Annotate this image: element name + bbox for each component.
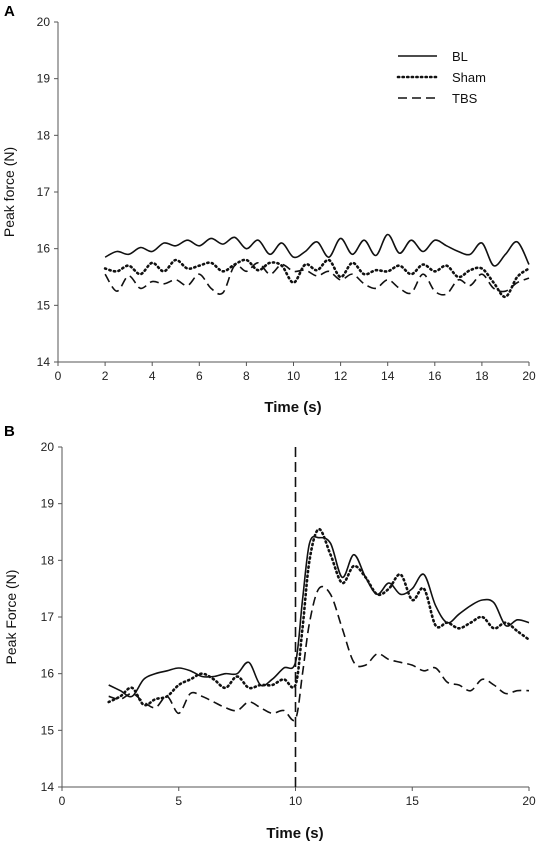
legend-label-tbs: TBS	[452, 91, 478, 106]
y-tick-label: 16	[41, 667, 55, 681]
legend-label-sham: Sham	[452, 70, 486, 85]
x-tick-label: 4	[149, 369, 156, 383]
panel-b-y-axis-title: Peak Force (N)	[3, 570, 19, 665]
panel-a-y-axis-title: Peak force (N)	[1, 147, 17, 237]
series-line-bl	[108, 535, 530, 698]
x-tick-label: 0	[55, 369, 62, 383]
x-tick-label: 8	[243, 369, 250, 383]
series-line-sham	[107, 527, 531, 707]
panel-a-axes: 14 15 16 17 18 19 20 0 2 4 6 8 10 12 14 16 18 20	[37, 15, 536, 383]
legend-label-bl: BL	[452, 49, 468, 64]
x-tick-label: 12	[334, 369, 348, 383]
y-tick-label: 20	[41, 440, 55, 454]
series-line-bl	[104, 233, 530, 267]
series-line-tbs	[108, 585, 530, 722]
y-tick-label: 19	[41, 497, 55, 511]
y-tick-label: 19	[37, 72, 51, 86]
x-tick-label: 14	[381, 369, 395, 383]
panel-b-x-axis-title: Time (s)	[266, 825, 323, 842]
panel-a-series	[103, 233, 531, 299]
y-tick-label: 14	[41, 780, 55, 794]
x-tick-label: 10	[289, 794, 303, 808]
panel-a: A 14 15 16 17 18 19 20 0 2 4 6 8 10 12 14 16 18 20 Peak f…	[1, 3, 536, 416]
y-tick-label: 15	[41, 723, 55, 737]
y-tick-label: 18	[37, 128, 51, 142]
x-tick-label: 15	[406, 794, 420, 808]
y-tick-label: 17	[37, 185, 51, 199]
y-tick-label: 15	[37, 298, 51, 312]
x-tick-label: 10	[287, 369, 301, 383]
x-tick-label: 6	[196, 369, 203, 383]
series-line-tbs	[104, 262, 530, 296]
panel-a-x-axis-title: Time (s)	[264, 399, 321, 416]
panel-b-axes: 14 15 16 17 18 19 20 0 5 10 15 20	[41, 440, 536, 808]
series-line-sham	[103, 258, 531, 299]
y-tick-label: 20	[37, 15, 51, 29]
x-tick-label: 16	[428, 369, 442, 383]
panel-a-legend: BL Sham TBS	[396, 49, 486, 106]
x-tick-label: 18	[475, 369, 489, 383]
y-tick-label: 16	[37, 242, 51, 256]
panel-b-label: B	[4, 423, 15, 440]
y-tick-label: 14	[37, 355, 51, 369]
x-tick-label: 20	[522, 369, 536, 383]
y-tick-label: 17	[41, 610, 55, 624]
x-tick-label: 20	[522, 794, 536, 808]
panel-b-series	[107, 527, 531, 722]
panel-a-label: A	[4, 3, 15, 20]
x-tick-label: 5	[175, 794, 182, 808]
y-tick-label: 18	[41, 553, 55, 567]
x-tick-label: 0	[59, 794, 66, 808]
x-tick-label: 2	[102, 369, 109, 383]
